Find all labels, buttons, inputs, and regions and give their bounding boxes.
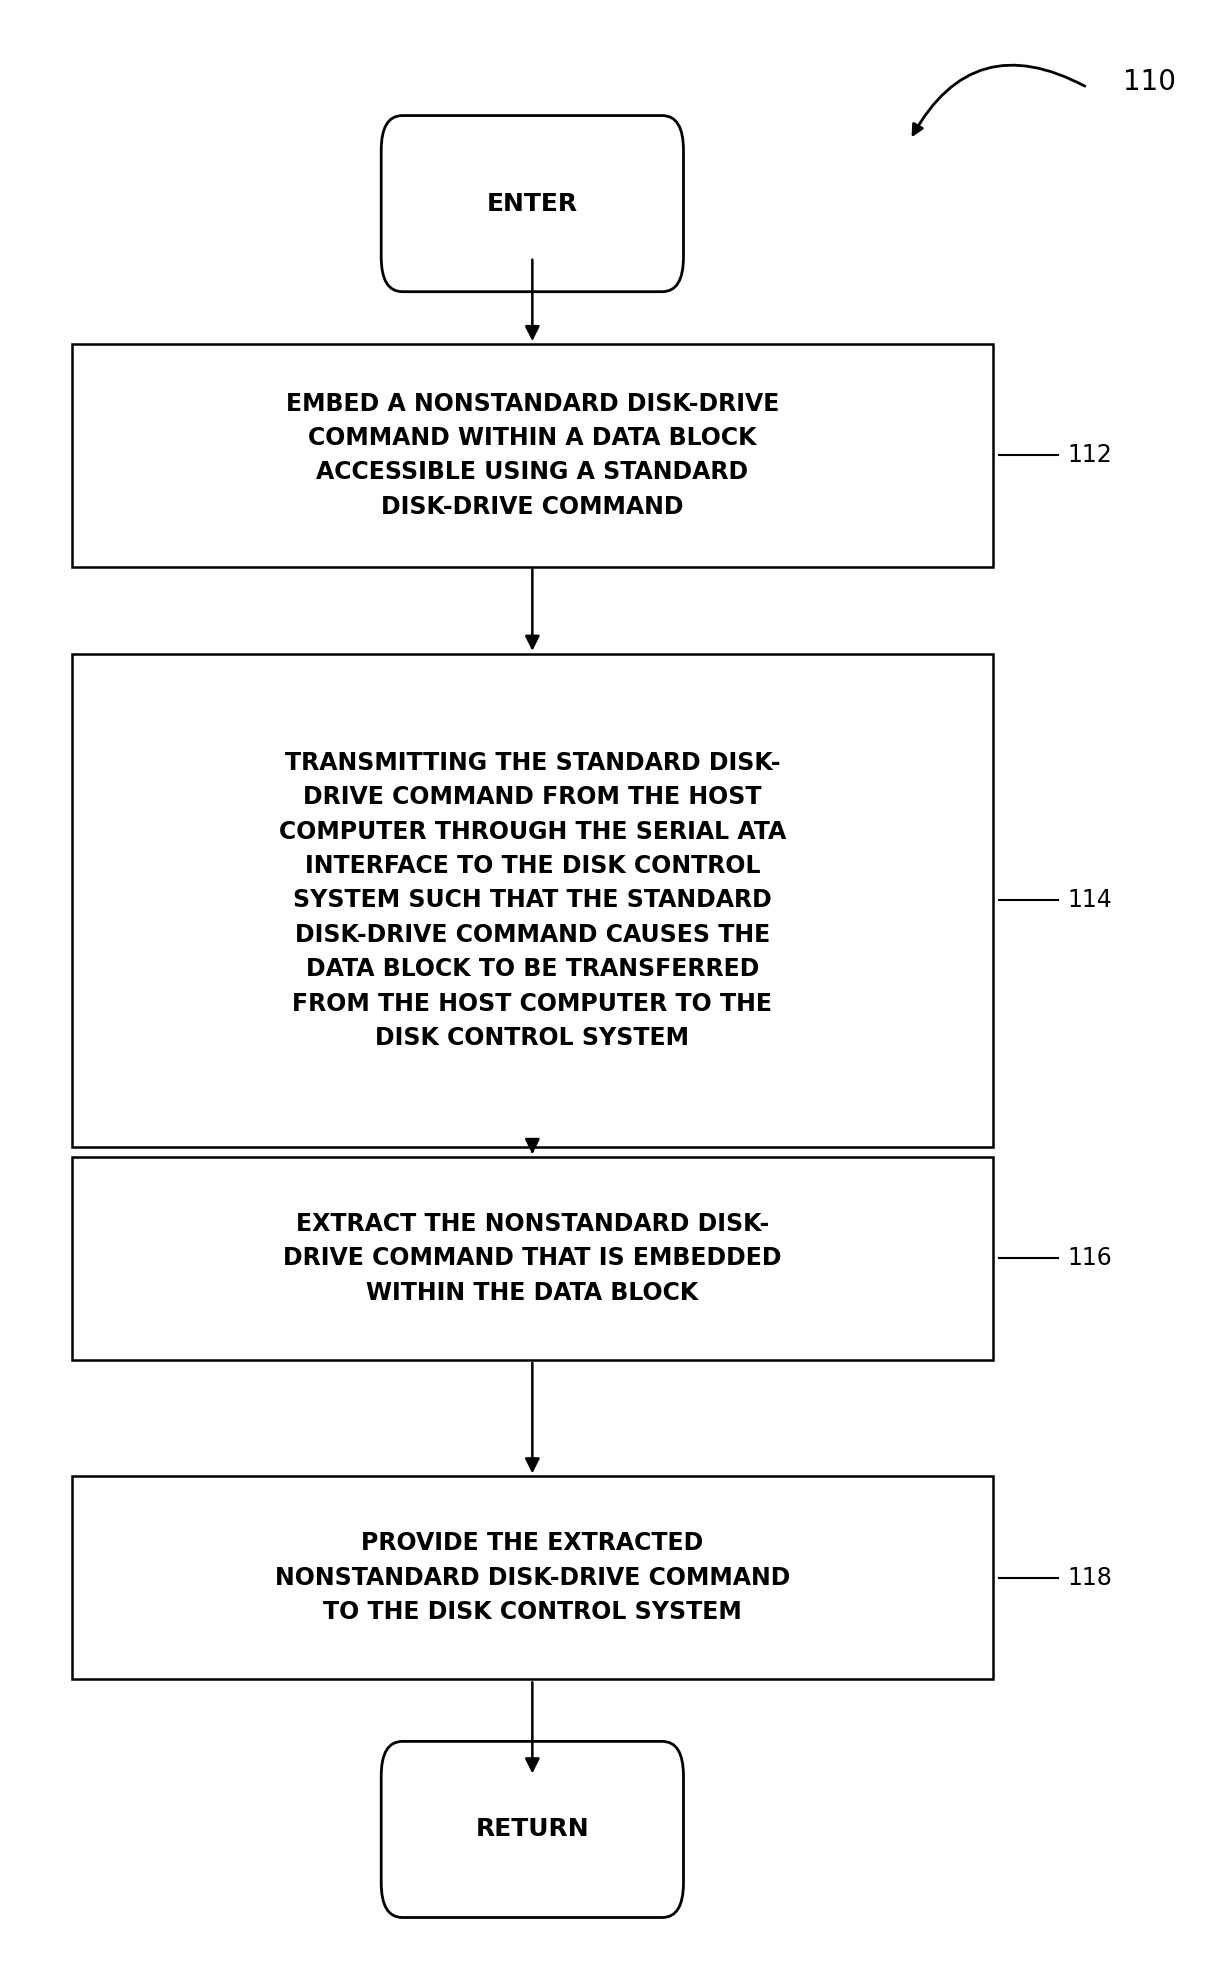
Text: 114: 114 [1068, 889, 1112, 912]
FancyBboxPatch shape [381, 1742, 684, 1918]
Text: TRANSMITTING THE STANDARD DISK-
DRIVE COMMAND FROM THE HOST
COMPUTER THROUGH THE: TRANSMITTING THE STANDARD DISK- DRIVE CO… [279, 750, 786, 1051]
Text: EMBED A NONSTANDARD DISK-DRIVE
COMMAND WITHIN A DATA BLOCK
ACCESSIBLE USING A ST: EMBED A NONSTANDARD DISK-DRIVE COMMAND W… [285, 391, 779, 519]
FancyBboxPatch shape [71, 344, 993, 567]
Text: ENTER: ENTER [487, 192, 578, 215]
Text: 112: 112 [1068, 442, 1112, 468]
Text: 116: 116 [1068, 1246, 1112, 1270]
Text: 118: 118 [1068, 1566, 1112, 1590]
FancyBboxPatch shape [71, 654, 993, 1147]
Text: EXTRACT THE NONSTANDARD DISK-
DRIVE COMMAND THAT IS EMBEDDED
WITHIN THE DATA BLO: EXTRACT THE NONSTANDARD DISK- DRIVE COMM… [283, 1213, 781, 1305]
Text: RETURN: RETURN [476, 1817, 589, 1841]
FancyBboxPatch shape [71, 1157, 993, 1361]
FancyBboxPatch shape [71, 1475, 993, 1679]
Text: PROVIDE THE EXTRACTED
NONSTANDARD DISK-DRIVE COMMAND
TO THE DISK CONTROL SYSTEM: PROVIDE THE EXTRACTED NONSTANDARD DISK-D… [274, 1531, 790, 1623]
FancyBboxPatch shape [381, 117, 684, 292]
Text: 110: 110 [1123, 67, 1176, 97]
